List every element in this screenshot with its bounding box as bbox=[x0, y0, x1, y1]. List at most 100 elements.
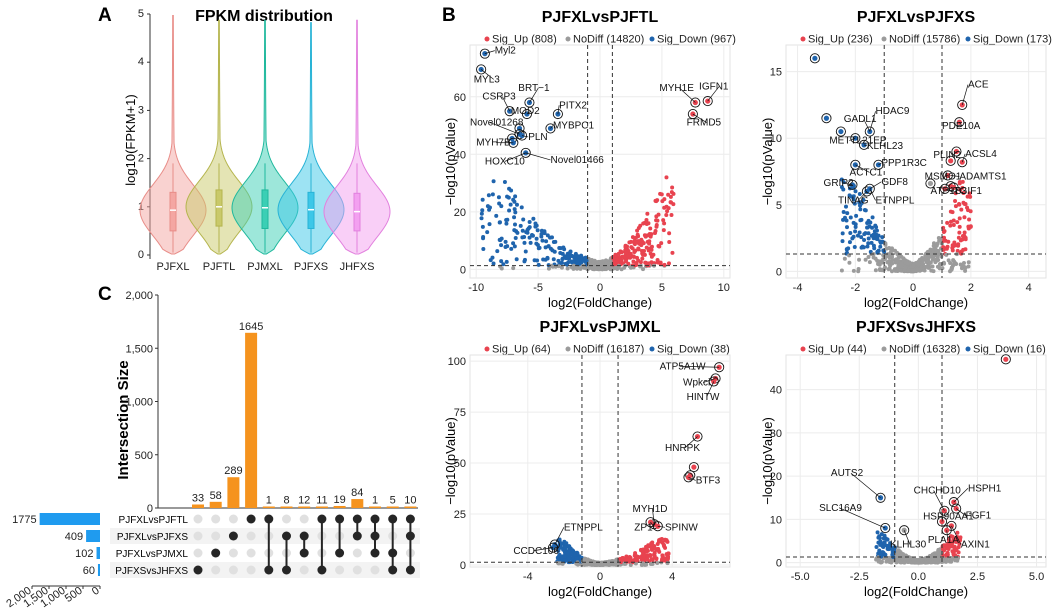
intersection-bar bbox=[280, 506, 293, 508]
set-size-label: 60 bbox=[83, 565, 95, 577]
data-point bbox=[887, 546, 892, 551]
label-leader bbox=[707, 86, 720, 102]
data-point bbox=[661, 228, 666, 233]
data-point bbox=[552, 249, 557, 254]
volcano-ylabel: −log10(pValue) bbox=[760, 118, 775, 206]
data-point bbox=[661, 218, 666, 223]
gene-label: FRMD5 bbox=[687, 118, 722, 129]
label-leader bbox=[961, 153, 966, 163]
highlight-ring bbox=[683, 472, 694, 483]
data-point bbox=[874, 236, 879, 241]
data-point bbox=[966, 260, 971, 265]
matrix-dot bbox=[228, 565, 238, 575]
data-point bbox=[481, 247, 486, 252]
highlight-ring bbox=[545, 123, 556, 134]
label-leader bbox=[850, 472, 881, 499]
highlight-ring bbox=[687, 108, 698, 120]
data-point bbox=[578, 257, 583, 262]
data-point bbox=[660, 199, 665, 204]
data-point bbox=[957, 181, 962, 186]
data-point bbox=[866, 241, 871, 246]
highlight-ring bbox=[524, 97, 535, 108]
gene-label: MYH1E bbox=[659, 83, 694, 94]
highlight-ring bbox=[858, 139, 870, 150]
data-point bbox=[854, 213, 859, 218]
data-point bbox=[957, 202, 962, 207]
gene-label: PPP1R3C bbox=[881, 158, 927, 169]
point-cloud bbox=[555, 537, 671, 567]
data-point bbox=[955, 220, 960, 225]
matrix-dot bbox=[335, 565, 345, 575]
data-point bbox=[944, 544, 949, 549]
data-point bbox=[963, 268, 968, 273]
data-point bbox=[509, 246, 514, 251]
data-point bbox=[542, 231, 547, 236]
data-point bbox=[935, 264, 940, 269]
data-point bbox=[641, 548, 646, 553]
data-point bbox=[548, 246, 553, 251]
intersection-count: 1 bbox=[266, 495, 272, 507]
data-point bbox=[659, 241, 664, 246]
violin-box bbox=[261, 189, 269, 229]
highlight-ring bbox=[925, 178, 936, 189]
data-point bbox=[528, 240, 533, 245]
label-leader bbox=[863, 144, 868, 147]
legend-dot bbox=[881, 346, 887, 352]
data-point bbox=[948, 542, 953, 547]
data-point bbox=[855, 233, 860, 238]
data-point bbox=[513, 210, 518, 215]
data-point bbox=[514, 257, 519, 262]
y-tick-label: 5 bbox=[776, 200, 782, 212]
volcano-plot-area bbox=[785, 44, 1047, 279]
x-tick-label: 4 bbox=[669, 571, 675, 583]
data-point bbox=[901, 258, 906, 263]
intersection-count: 8 bbox=[283, 495, 289, 507]
data-point bbox=[945, 552, 950, 557]
upset-y-tick-label: 0 bbox=[147, 503, 153, 515]
highlight-ring bbox=[954, 117, 965, 128]
data-point bbox=[662, 262, 667, 267]
set-size-bar bbox=[86, 530, 100, 542]
data-point bbox=[873, 223, 878, 228]
set-size-bar bbox=[97, 564, 100, 576]
data-point bbox=[859, 201, 864, 206]
violin-y-tick-label: 5 bbox=[138, 8, 144, 20]
data-point bbox=[897, 559, 902, 564]
violin-shape bbox=[323, 19, 391, 255]
legend-label: Sig_Up (808) bbox=[492, 34, 557, 46]
x-tick-label: 2.5 bbox=[970, 571, 985, 583]
data-point bbox=[869, 240, 874, 245]
data-point bbox=[583, 255, 588, 260]
data-point bbox=[513, 194, 518, 199]
data-point bbox=[889, 253, 894, 258]
data-point bbox=[640, 256, 645, 261]
data-point bbox=[633, 553, 638, 558]
data-point bbox=[499, 266, 504, 271]
data-point bbox=[557, 245, 562, 250]
gene-label: GADL1 bbox=[844, 114, 877, 125]
data-point bbox=[499, 259, 504, 264]
data-point bbox=[543, 245, 548, 250]
data-point bbox=[931, 552, 936, 557]
data-point bbox=[634, 239, 639, 244]
panel-letter-c: C bbox=[98, 284, 112, 305]
highlighted-point bbox=[927, 180, 934, 187]
y-tick-label: 15 bbox=[770, 67, 782, 79]
data-point bbox=[530, 233, 535, 238]
data-point bbox=[562, 247, 567, 252]
data-point bbox=[847, 260, 852, 265]
data-point bbox=[632, 249, 637, 254]
data-point bbox=[858, 207, 863, 212]
data-point bbox=[924, 259, 929, 264]
data-point bbox=[859, 235, 864, 240]
data-point bbox=[497, 201, 502, 206]
data-point bbox=[882, 265, 887, 270]
matrix-dot bbox=[299, 514, 309, 524]
legend-dot bbox=[649, 346, 655, 352]
gene-label: AUTS2 bbox=[831, 468, 864, 479]
data-point bbox=[950, 549, 955, 554]
volcano-ylabel: −log10(pValue) bbox=[760, 417, 775, 505]
data-point bbox=[840, 231, 845, 236]
data-point bbox=[935, 550, 940, 555]
highlight-ring bbox=[476, 64, 487, 75]
